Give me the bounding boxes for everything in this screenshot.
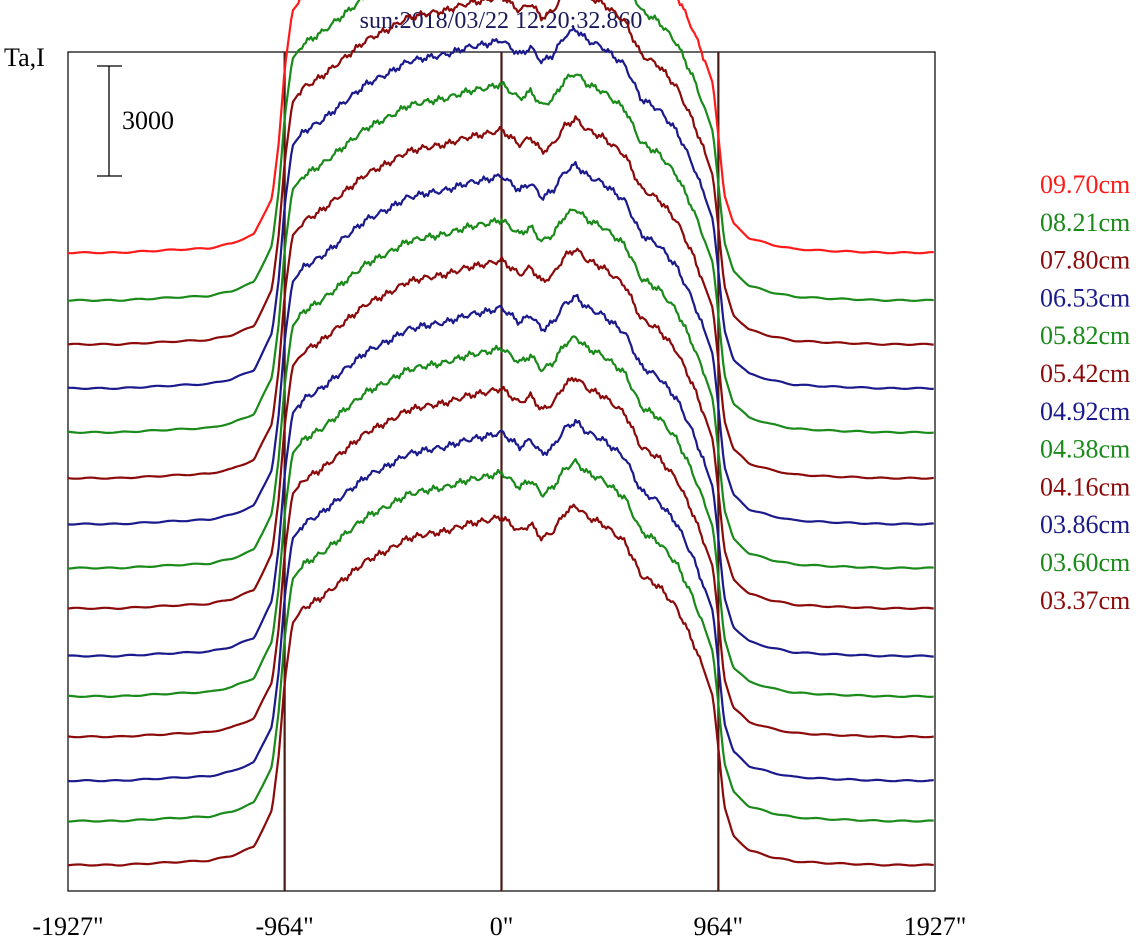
x-tick-label-0: -1927" [32,912,103,941]
legend-entry-11: 03.37cm [1040,586,1130,615]
x-tick-label-2: 0" [490,912,514,941]
legend-entry-3: 06.53cm [1040,283,1130,312]
series-line-0 [67,0,934,255]
series-group [67,0,934,867]
series-line-5 [67,115,934,480]
series-line-7 [68,208,934,570]
legend-entry-1: 08.21cm [1040,208,1130,237]
x-tick-label-3: 964" [694,912,744,941]
legend-entry-5: 05.42cm [1040,359,1130,388]
series-line-3 [67,27,934,390]
scale-bar-label: 3000 [122,106,174,135]
series-line-10 [68,335,934,699]
series-line-6 [67,160,934,526]
legend-entry-8: 04.16cm [1040,472,1130,501]
series-line-13 [68,458,934,823]
legend-entry-2: 07.80cm [1040,246,1130,275]
chart-title: sun:2018/03/22 12:20:32.860 [360,8,643,34]
legend-entry-10: 03.60cm [1040,548,1130,577]
series-line-11 [67,376,934,739]
y-axis-label: Ta,I [4,43,45,72]
series-line-12 [67,418,934,783]
x-tick-label-4: 1927" [904,912,967,941]
legend-entry-4: 05.82cm [1040,321,1130,350]
series-line-2 [67,0,934,346]
series-line-9 [67,293,934,658]
legend-entry-6: 04.92cm [1040,397,1130,426]
scale-bar: 3000 [97,65,174,177]
x-tick-labels: -1927" -964" 0" 964" 1927" [32,912,966,941]
legend-entry-9: 03.86cm [1040,510,1130,539]
legend-entry-7: 04.38cm [1040,435,1130,464]
legend: 09.70cm 08.21cm 07.80cm 06.53cm 05.82cm 05.42… [1040,170,1130,615]
series-line-8 [67,247,934,611]
x-tick-label-1: -964" [255,912,313,941]
series-line-14 [67,503,934,867]
series-line-4 [67,73,934,434]
series-line-1 [67,0,934,302]
legend-entry-0: 09.70cm [1040,170,1130,199]
